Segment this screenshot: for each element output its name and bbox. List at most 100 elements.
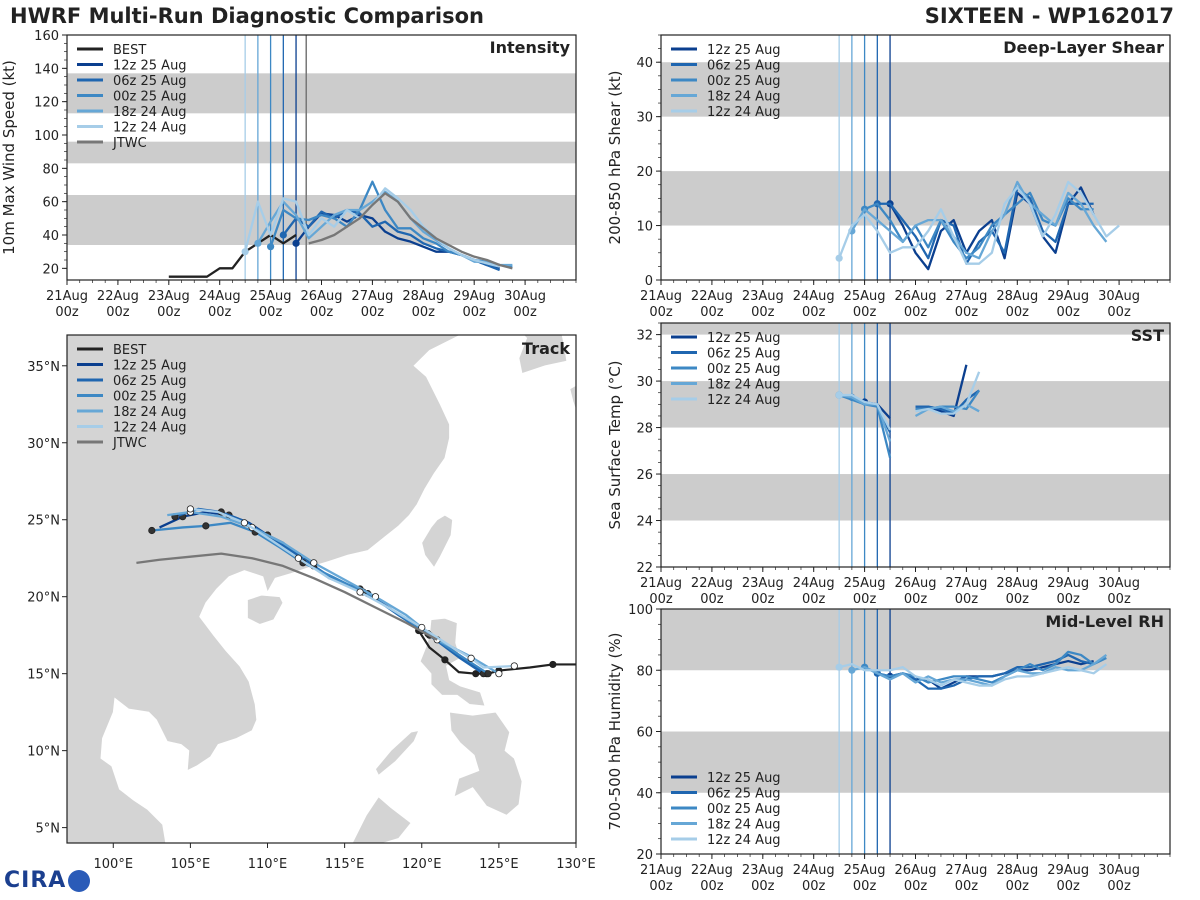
y-tick-label: 24	[636, 515, 653, 530]
band-rect	[661, 609, 1170, 671]
x-tick-label: 30Aug	[1098, 863, 1140, 878]
x-tick-label: 21Aug	[46, 289, 88, 304]
legend-label: 12z 25 Aug	[113, 59, 187, 74]
x-tick-label: 25Aug	[844, 863, 886, 878]
track-point	[467, 654, 475, 662]
x-tick-label: 00z	[955, 879, 979, 894]
storm-id: SIXTEEN - WP162017	[924, 4, 1174, 28]
init-point	[279, 231, 287, 239]
y-tick-label: 80	[636, 664, 653, 679]
y-tick-label: 5°N	[36, 822, 61, 837]
legend-label: 06z 25 Aug	[707, 59, 781, 74]
x-tick-label: 23Aug	[148, 289, 190, 304]
x-tick-label: 00z	[904, 305, 928, 320]
legend-label: 06z 25 Aug	[113, 374, 187, 389]
y-tick-label: 60	[636, 726, 653, 741]
track-point	[186, 505, 194, 513]
panel-title: Mid-Level RH	[1045, 612, 1164, 631]
x-tick-label: 00z	[513, 305, 537, 320]
x-tick-label: 00z	[751, 592, 775, 607]
x-tick-label: 00z	[259, 305, 283, 320]
y-tick-label: 35°N	[27, 360, 60, 375]
x-tick-label: 25Aug	[844, 289, 886, 304]
borneo-land	[351, 796, 412, 843]
y-tick-label: 30°N	[27, 437, 60, 452]
x-tick-label: 00z	[1057, 305, 1081, 320]
x-tick-label: 00z	[310, 305, 334, 320]
track-point	[356, 588, 364, 596]
track-line	[136, 552, 438, 641]
y-tick-label: 40	[636, 56, 653, 71]
track-point	[596, 661, 602, 667]
legend-label: 12z 25 Aug	[707, 331, 781, 346]
band-rect	[661, 474, 1170, 521]
y-tick-label: 40	[42, 229, 59, 244]
track-point	[148, 526, 156, 535]
x-tick-label: 30Aug	[1098, 576, 1140, 591]
x-tick-label: 00z	[1057, 592, 1081, 607]
legend-label: JTWC	[112, 436, 147, 451]
y-tick-label: 10	[636, 220, 653, 235]
x-tick-label: 23Aug	[742, 289, 784, 304]
legend-label: BEST	[113, 43, 146, 58]
legend-label: 18z 24 Aug	[707, 378, 781, 393]
y-tick-label: 28	[636, 422, 653, 437]
x-tick-label: 24Aug	[199, 289, 241, 304]
x-tick-label: 00z	[700, 592, 724, 607]
series-line	[838, 393, 892, 442]
track-point	[495, 670, 503, 678]
x-tick-label: 00z	[412, 305, 436, 320]
y-axis-label: 200-850 hPa Shear (kt)	[606, 71, 624, 245]
legend-label: 00z 25 Aug	[707, 74, 781, 89]
x-tick-label: 125°E	[479, 857, 519, 872]
band-rect	[661, 731, 1170, 793]
x-tick-label: 26Aug	[301, 289, 343, 304]
x-tick-label: 00z	[649, 305, 673, 320]
x-tick-label: 00z	[904, 879, 928, 894]
x-tick-label: 22Aug	[691, 289, 733, 304]
palawan-land	[375, 730, 420, 776]
x-tick-label: 130°E	[556, 857, 596, 872]
legend-label: 06z 25 Aug	[707, 347, 781, 362]
plot-frame	[66, 334, 577, 844]
band-rect	[67, 141, 576, 164]
x-tick-label: 00z	[361, 305, 385, 320]
x-tick-label: 29Aug	[1047, 863, 1089, 878]
y-tick-label: 80	[42, 162, 59, 177]
legend-label: 06z 25 Aug	[707, 787, 781, 802]
y-axis-label: 700-500 hPa Humidity (%)	[606, 632, 624, 830]
init-point	[267, 243, 275, 251]
series-line	[889, 186, 1095, 271]
x-tick-label: 00z	[853, 305, 877, 320]
logo-swirl-icon	[68, 870, 91, 892]
x-tick-label: 00z	[853, 592, 877, 607]
y-tick-label: 30	[636, 111, 653, 126]
x-tick-label: 21Aug	[640, 289, 682, 304]
x-tick-label: 00z	[55, 305, 79, 320]
x-tick-label: 120°E	[402, 857, 442, 872]
x-tick-label: 26Aug	[895, 576, 937, 591]
x-tick-label: 00z	[1006, 592, 1030, 607]
visayas-mindanao-land	[449, 711, 523, 816]
x-tick-label: 100°E	[94, 857, 134, 872]
legend-label: 18z 24 Aug	[113, 105, 187, 120]
y-tick-label: 10°N	[27, 745, 60, 760]
x-tick-label: 27Aug	[351, 289, 393, 304]
x-tick-label: 00z	[106, 305, 130, 320]
x-tick-label: 105°E	[171, 857, 211, 872]
x-tick-label: 24Aug	[793, 863, 835, 878]
x-tick-label: 28Aug	[996, 576, 1038, 591]
x-tick-label: 30Aug	[504, 289, 546, 304]
intensity-panel: 2040608010012014016021Aug00z22Aug00z23Au…	[0, 29, 577, 320]
y-tick-label: 26	[636, 468, 653, 483]
legend-label: JTWC	[112, 136, 147, 151]
page-title: HWRF Multi-Run Diagnostic Comparison	[10, 4, 485, 28]
panel-title: Intensity	[490, 38, 571, 57]
x-tick-label: 25Aug	[250, 289, 292, 304]
legend-label: 12z 25 Aug	[113, 359, 187, 374]
init-point	[835, 254, 843, 262]
y-tick-label: 140	[34, 62, 59, 77]
y-tick-label: 20°N	[27, 591, 60, 606]
x-tick-label: 00z	[1107, 879, 1131, 894]
legend-label: 00z 25 Aug	[707, 802, 781, 817]
